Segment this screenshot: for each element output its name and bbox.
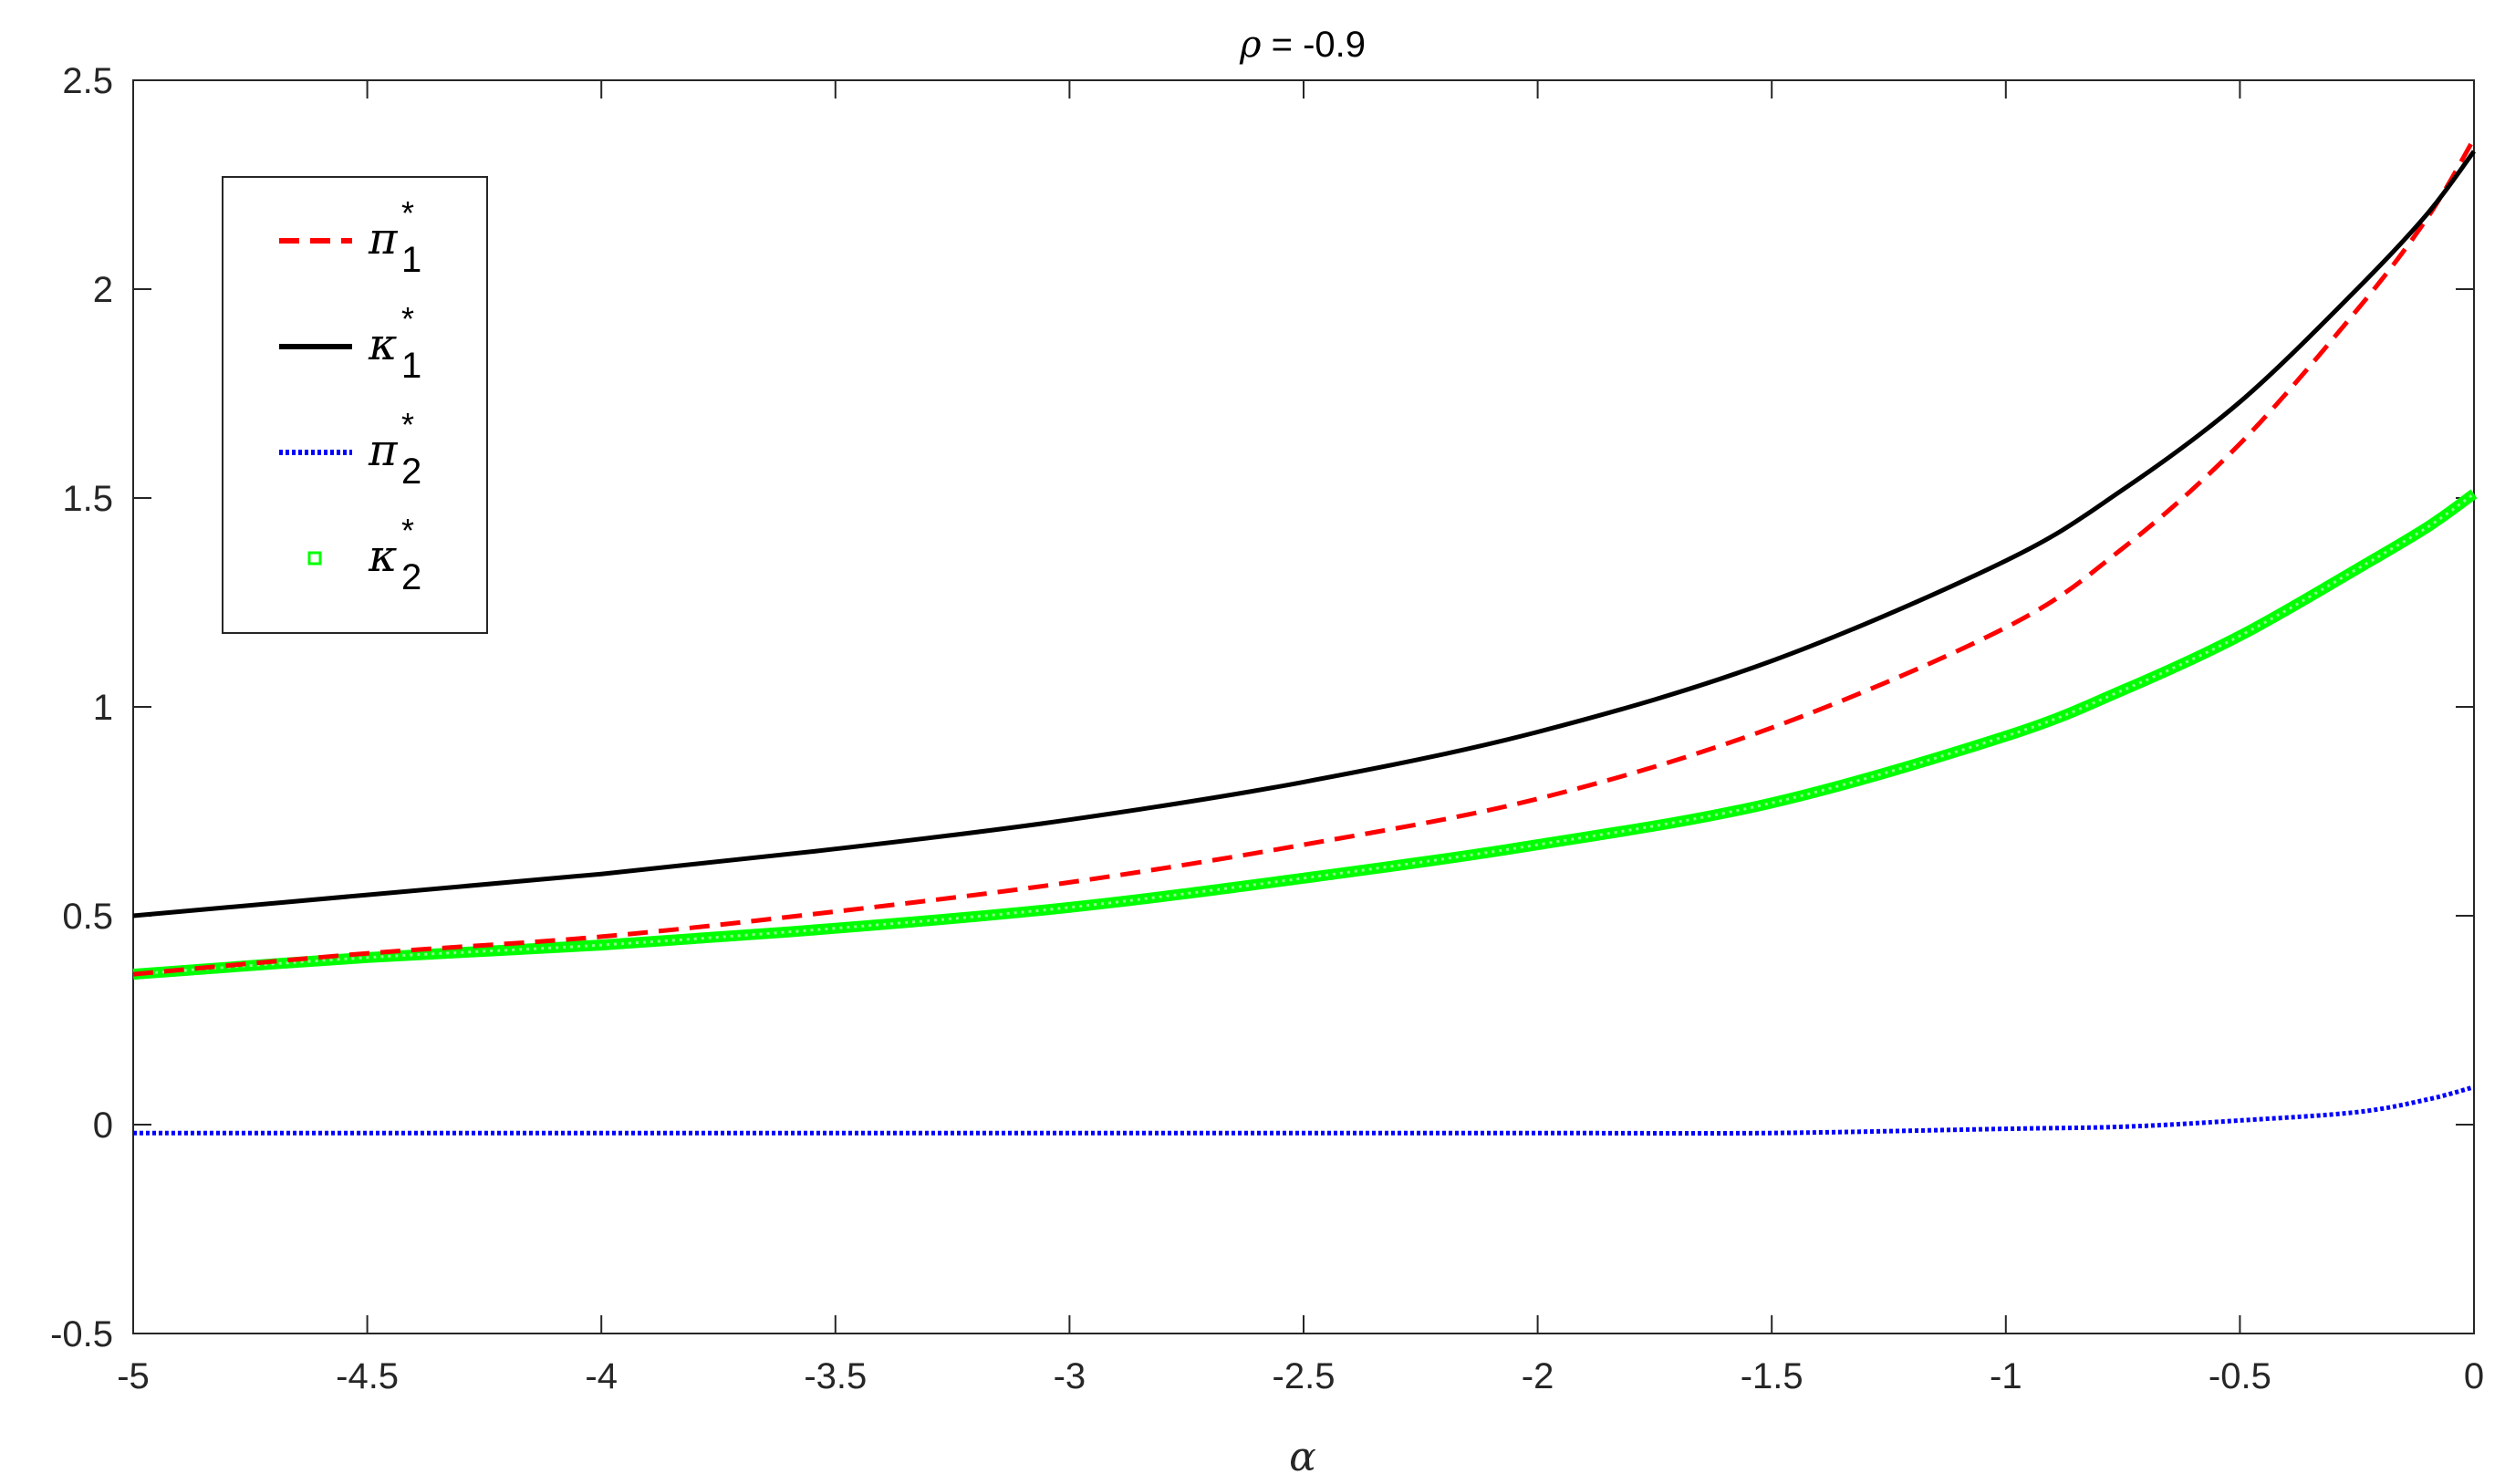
legend-item-2-subscript: 2 [401,451,421,492]
legend-item-3-superscript: * [401,512,414,549]
x-tick-label: -1.5 [1741,1356,1803,1396]
x-tick-label: -3 [1054,1356,1086,1396]
legend-item-1-symbol: κ [368,319,397,370]
y-tick-label: 1 [93,688,113,728]
legend-box [222,176,488,634]
legend-item-0-superscript: * [401,194,414,232]
x-tick-label: 0 [2464,1356,2484,1396]
x-tick-label: -1 [1990,1356,2022,1396]
series-3-marker-texture [132,493,2475,976]
legend-item-2-symbol: π [368,425,399,476]
y-tick-label: 0 [93,1105,113,1146]
legend-item-3-marker [307,551,322,566]
legend-item-0-subscript: 1 [401,240,421,280]
legend-item-1-superscript: * [401,300,414,337]
x-tick-label: -0.5 [2209,1356,2271,1396]
legend-item-2-superscript: * [401,406,414,443]
legend-item-0-symbol: π [368,213,399,265]
series-2-line [133,1084,2475,1136]
legend: π*1κ*1π*2κ*2 [222,176,488,634]
legend-item-3-subscript: 2 [401,557,421,597]
chart-title: ρ = -0.9 [1239,24,1366,66]
series-0-line [132,137,2477,977]
y-tick-label: 2.5 [62,61,113,101]
y-tick-label: 1.5 [62,479,113,519]
series-1-line [132,150,2476,918]
x-tick-label: -4.5 [336,1356,399,1396]
chart-title-symbol: ρ [1239,24,1262,66]
x-tick-label: -2.5 [1273,1356,1336,1396]
x-tick-label: -5 [117,1356,150,1396]
x-tick-label: -3.5 [804,1356,867,1396]
x-tick-label: -2 [1522,1356,1554,1396]
plot-area: -5 -4.5 -4 -3.5 -3 -2.5 -2 -1.5 -1 -0.5 0 -0.5 0 0.5 1… [50,61,2484,1396]
chart-title-text: = -0.9 [1262,25,1367,65]
y-tick-label: 0.5 [62,897,113,937]
legend-item-1-subscript: 1 [401,346,421,386]
y-tick-label: -0.5 [50,1314,113,1354]
y-tick-label: 2 [93,270,113,310]
x-axis-label: α [1289,1434,1316,1480]
legend-item-3-symbol: κ [368,531,397,582]
x-tick-label: -4 [585,1356,618,1396]
